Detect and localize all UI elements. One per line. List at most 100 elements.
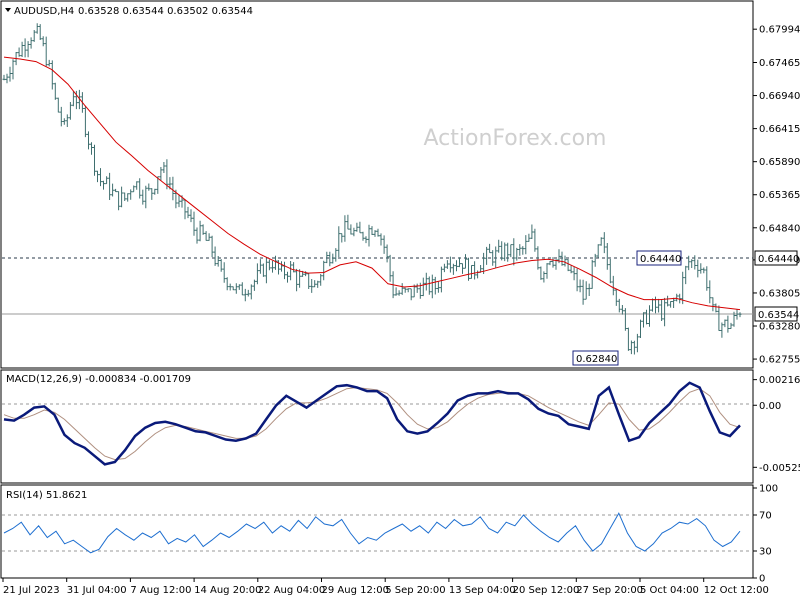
price-bar <box>50 60 54 90</box>
price-bar <box>500 241 504 261</box>
price-bar <box>578 279 582 293</box>
price-bar <box>639 319 642 338</box>
rsi-title: RSI(14) 51.8621 <box>6 490 87 501</box>
price-bar <box>470 265 473 279</box>
price-bar <box>433 276 437 295</box>
price-bar <box>289 261 293 281</box>
y-tick-label: 0.64840 <box>759 223 800 234</box>
price-bar <box>62 118 66 125</box>
x-tick-label: 14 Aug 20:00 <box>194 585 261 596</box>
price-bar <box>569 265 573 274</box>
rsi-line <box>3 512 741 554</box>
price-bar <box>406 288 410 293</box>
price-bar <box>376 228 380 237</box>
y-tick-label: 0.65890 <box>759 157 800 168</box>
price-bar <box>705 266 709 291</box>
price-bar <box>388 254 392 282</box>
price-bar <box>2 74 6 81</box>
price-bar <box>258 259 262 274</box>
price-bar <box>467 257 470 281</box>
price-bar <box>249 284 253 300</box>
price-bar <box>551 257 555 268</box>
price-bar <box>439 266 443 293</box>
price-bar <box>645 309 648 325</box>
price-bar <box>566 259 570 272</box>
x-axis-ticks: 21 Jul 2023 31 Jul 04:00 7 Aug 12:00 14 Aug… <box>2 578 769 596</box>
price-bar <box>177 194 181 208</box>
price-bar <box>696 259 700 278</box>
price-bar <box>593 253 597 267</box>
price-bar <box>41 36 45 47</box>
price-bar <box>111 183 115 197</box>
svg-text:0.64440: 0.64440 <box>640 254 681 265</box>
price-bar <box>165 159 169 190</box>
rsi-panel <box>0 484 754 579</box>
svg-text:0.64440: 0.64440 <box>758 254 799 265</box>
price-bar <box>708 280 712 304</box>
svg-text:0.62840: 0.62840 <box>576 354 617 365</box>
price-bar <box>536 246 540 270</box>
y-tick-label: 0.002168 <box>759 375 800 386</box>
price-bar <box>114 188 118 193</box>
price-bar <box>617 298 621 313</box>
price-bar <box>328 251 332 267</box>
price-bar <box>669 301 673 308</box>
last-price-tag: 0.63544 <box>754 306 799 322</box>
x-tick-label: 20 Sep 12:00 <box>513 585 580 596</box>
price-bar <box>726 315 730 333</box>
y-tick-label: 0.66415 <box>759 124 800 135</box>
price-bar <box>99 168 102 187</box>
price-bar <box>53 82 57 100</box>
price-bar <box>65 114 69 127</box>
price-bar <box>192 211 196 236</box>
price-bar <box>216 256 220 267</box>
price-bar <box>255 263 259 285</box>
price-bar <box>524 235 528 255</box>
price-bar <box>307 273 311 289</box>
price-bar <box>331 253 335 264</box>
price-bar <box>8 66 12 82</box>
price-bar <box>614 288 618 306</box>
price-bar <box>246 289 250 297</box>
price-bar <box>415 283 419 293</box>
price-bar <box>153 188 157 195</box>
price-bar <box>445 260 449 269</box>
price-bar <box>729 322 733 329</box>
price-bar <box>608 259 612 284</box>
y-tick-label: 0.66940 <box>759 91 800 102</box>
price-bar <box>138 178 142 199</box>
price-bar <box>533 228 537 252</box>
price-bar <box>316 280 320 288</box>
price-bar <box>29 37 33 49</box>
svg-text:0.63544: 0.63544 <box>758 310 799 321</box>
price-bar <box>611 275 615 296</box>
price-bar <box>605 243 609 270</box>
price-bar <box>292 262 296 273</box>
price-bar <box>123 192 127 201</box>
price-bar <box>629 340 633 355</box>
price-bar <box>560 251 564 266</box>
price-bar <box>271 260 274 273</box>
price-bar <box>349 224 353 235</box>
price-bar <box>675 293 679 302</box>
price-bar <box>252 279 256 291</box>
price-bar <box>313 280 317 288</box>
price-bar <box>334 248 338 262</box>
price-bar <box>71 91 75 107</box>
price-bar <box>681 271 685 305</box>
price-bar <box>687 255 691 271</box>
price-bar <box>162 162 166 173</box>
price-bar <box>144 185 148 209</box>
price-bar <box>74 90 78 110</box>
price-bar <box>732 311 736 327</box>
x-tick-label: 22 Aug 04:00 <box>258 585 325 596</box>
price-bar <box>723 319 727 328</box>
price-bar <box>310 279 314 293</box>
resistance-label: 0.64440 <box>636 250 682 266</box>
price-bar <box>231 286 235 291</box>
price-bar <box>635 333 639 353</box>
price-bar <box>355 222 359 232</box>
price-bar <box>690 259 694 268</box>
price-bar <box>409 288 413 301</box>
